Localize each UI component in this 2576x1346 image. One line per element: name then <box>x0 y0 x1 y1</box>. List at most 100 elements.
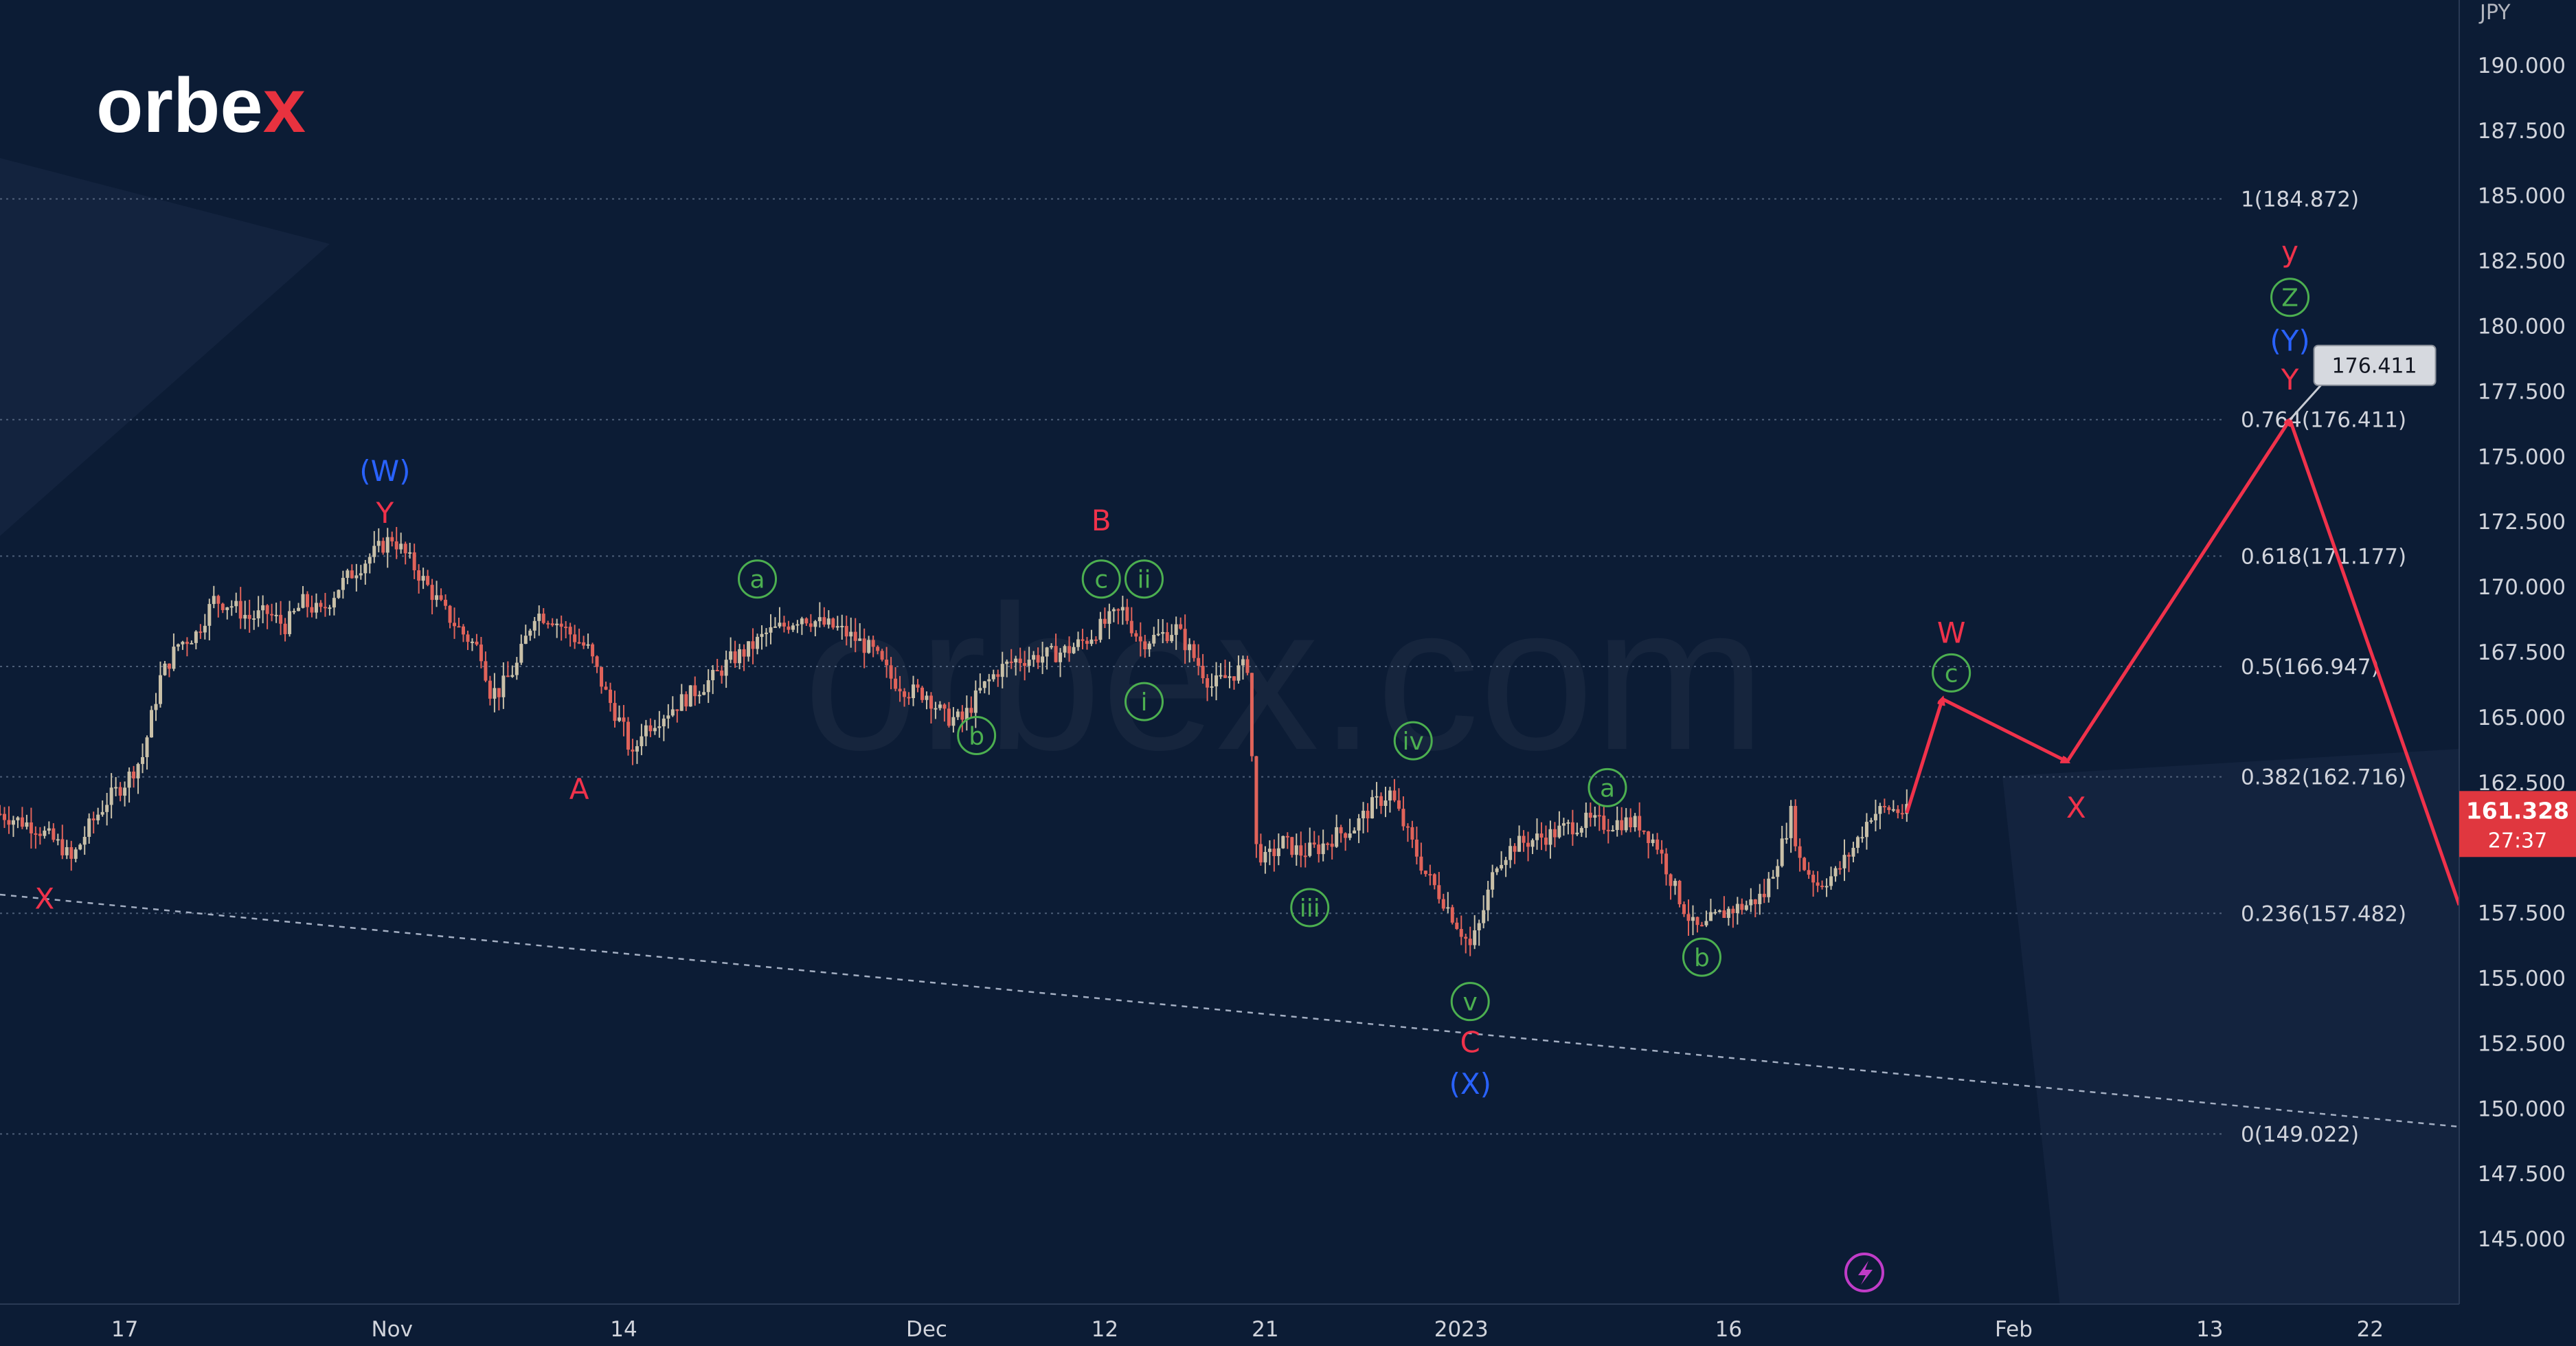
candle-body <box>733 651 737 664</box>
price-axis[interactable]: JPY 145.000 147.500 150.000 152.500 155.000 1… <box>2459 0 2576 1304</box>
candle-body <box>1219 675 1223 677</box>
candle-body <box>274 614 278 616</box>
candle-body <box>181 642 185 644</box>
candle-body <box>1842 855 1846 868</box>
candle-body <box>1383 800 1388 806</box>
candle-body <box>644 725 648 737</box>
candle-body <box>1513 846 1517 852</box>
candle-body <box>1803 857 1807 871</box>
candle-body <box>1094 639 1098 641</box>
candle-body <box>136 763 140 778</box>
candle-body <box>1254 756 1258 844</box>
candle-body <box>1833 868 1838 877</box>
candle-body <box>29 822 33 833</box>
price-tick-11: 172.500 <box>2478 510 2566 535</box>
candle-body <box>1267 849 1272 852</box>
candle-body <box>288 611 292 634</box>
candle-body <box>787 626 791 630</box>
candle-body <box>1869 820 1873 822</box>
candle-body <box>283 623 287 634</box>
candle-body <box>586 644 590 646</box>
candle-body <box>1045 647 1049 657</box>
candle-body <box>1192 644 1196 658</box>
candle-body <box>849 631 853 637</box>
wave-label-15: a <box>1588 767 1627 807</box>
wave-label-text: b <box>969 722 984 750</box>
price-countdown: 27:37 <box>2488 829 2547 853</box>
candle-body <box>328 607 332 609</box>
candle-body <box>1197 658 1201 666</box>
candle-body <box>564 627 568 629</box>
candle-body <box>1353 830 1357 833</box>
candle-body <box>684 694 688 707</box>
candle-body <box>1303 855 1307 857</box>
candle-body <box>973 690 978 713</box>
candle-body <box>270 614 274 616</box>
candle-body <box>1147 643 1151 649</box>
candle-body <box>1009 661 1013 663</box>
current-price-box <box>2459 791 2576 857</box>
candle-body <box>738 649 742 664</box>
candle-body <box>1500 864 1504 868</box>
lightning-icon[interactable] <box>1844 1253 1884 1292</box>
candle-body <box>1250 673 1254 756</box>
candle-body <box>600 666 604 687</box>
price-tick-15: 182.500 <box>2478 249 2566 274</box>
fib-label-1: 0.764(176.411) <box>2241 408 2406 433</box>
candle-body <box>497 688 501 697</box>
candle-body <box>742 649 746 657</box>
candle-body <box>876 647 880 651</box>
candle-body <box>519 644 523 663</box>
candle-body <box>920 687 924 700</box>
candle-body <box>1891 809 1895 811</box>
candle-body <box>1405 826 1410 828</box>
candle-body <box>381 541 385 553</box>
candle-body <box>969 708 973 713</box>
candle-body <box>1682 904 1686 915</box>
wave-label-text: B <box>1092 504 1111 537</box>
candle-body <box>1392 790 1397 800</box>
currency-label: JPY <box>2478 1 2511 25</box>
forecast-segment-1 <box>1941 697 2068 761</box>
price-tick-0: 145.000 <box>2478 1227 2566 1252</box>
price-tick-9: 167.500 <box>2478 640 2566 665</box>
candle-body <box>724 660 728 676</box>
candle-body <box>457 626 461 628</box>
candle-body <box>791 625 795 630</box>
candle-body <box>1174 624 1178 636</box>
wave-label-text: iv <box>1403 728 1424 756</box>
candle-body <box>1299 845 1303 856</box>
candle-body <box>1789 805 1793 838</box>
candle-body <box>91 818 95 820</box>
candle-body <box>1673 880 1677 886</box>
candle-body <box>212 596 216 605</box>
candle-body <box>417 570 421 581</box>
candle-body <box>60 839 65 855</box>
candle-body <box>109 787 113 805</box>
candle-body <box>1713 912 1717 914</box>
candle-body <box>826 618 831 625</box>
candle-body <box>1548 829 1552 845</box>
candle-body <box>96 814 100 820</box>
candle-body <box>154 704 158 710</box>
wave-label-circle <box>1682 937 1721 977</box>
wave-label-text: Y <box>376 496 394 530</box>
time-axis[interactable]: 17 Nov 14 Dec 12 21 2023 16 Feb 13 22 <box>0 1303 2576 1346</box>
current-price-value: 161.328 <box>2466 797 2569 824</box>
candle-body <box>114 787 118 789</box>
candle-body <box>52 828 56 840</box>
wave-label-text: (Y) <box>2270 324 2309 357</box>
candle-body <box>867 640 871 653</box>
wave-label-10: iii <box>1290 888 1330 928</box>
wave-label-text: ii <box>1137 566 1151 594</box>
candle-body <box>862 638 866 653</box>
candle-body <box>858 638 862 641</box>
candle-body <box>1375 796 1379 798</box>
wave-label-16: b <box>1682 937 1721 977</box>
candle-body <box>43 830 47 836</box>
candle-body <box>1735 904 1739 914</box>
candle-body <box>1638 816 1642 831</box>
wave-label-20: y <box>2281 235 2298 269</box>
candle-body <box>1726 908 1730 918</box>
candle-body <box>1072 647 1076 653</box>
